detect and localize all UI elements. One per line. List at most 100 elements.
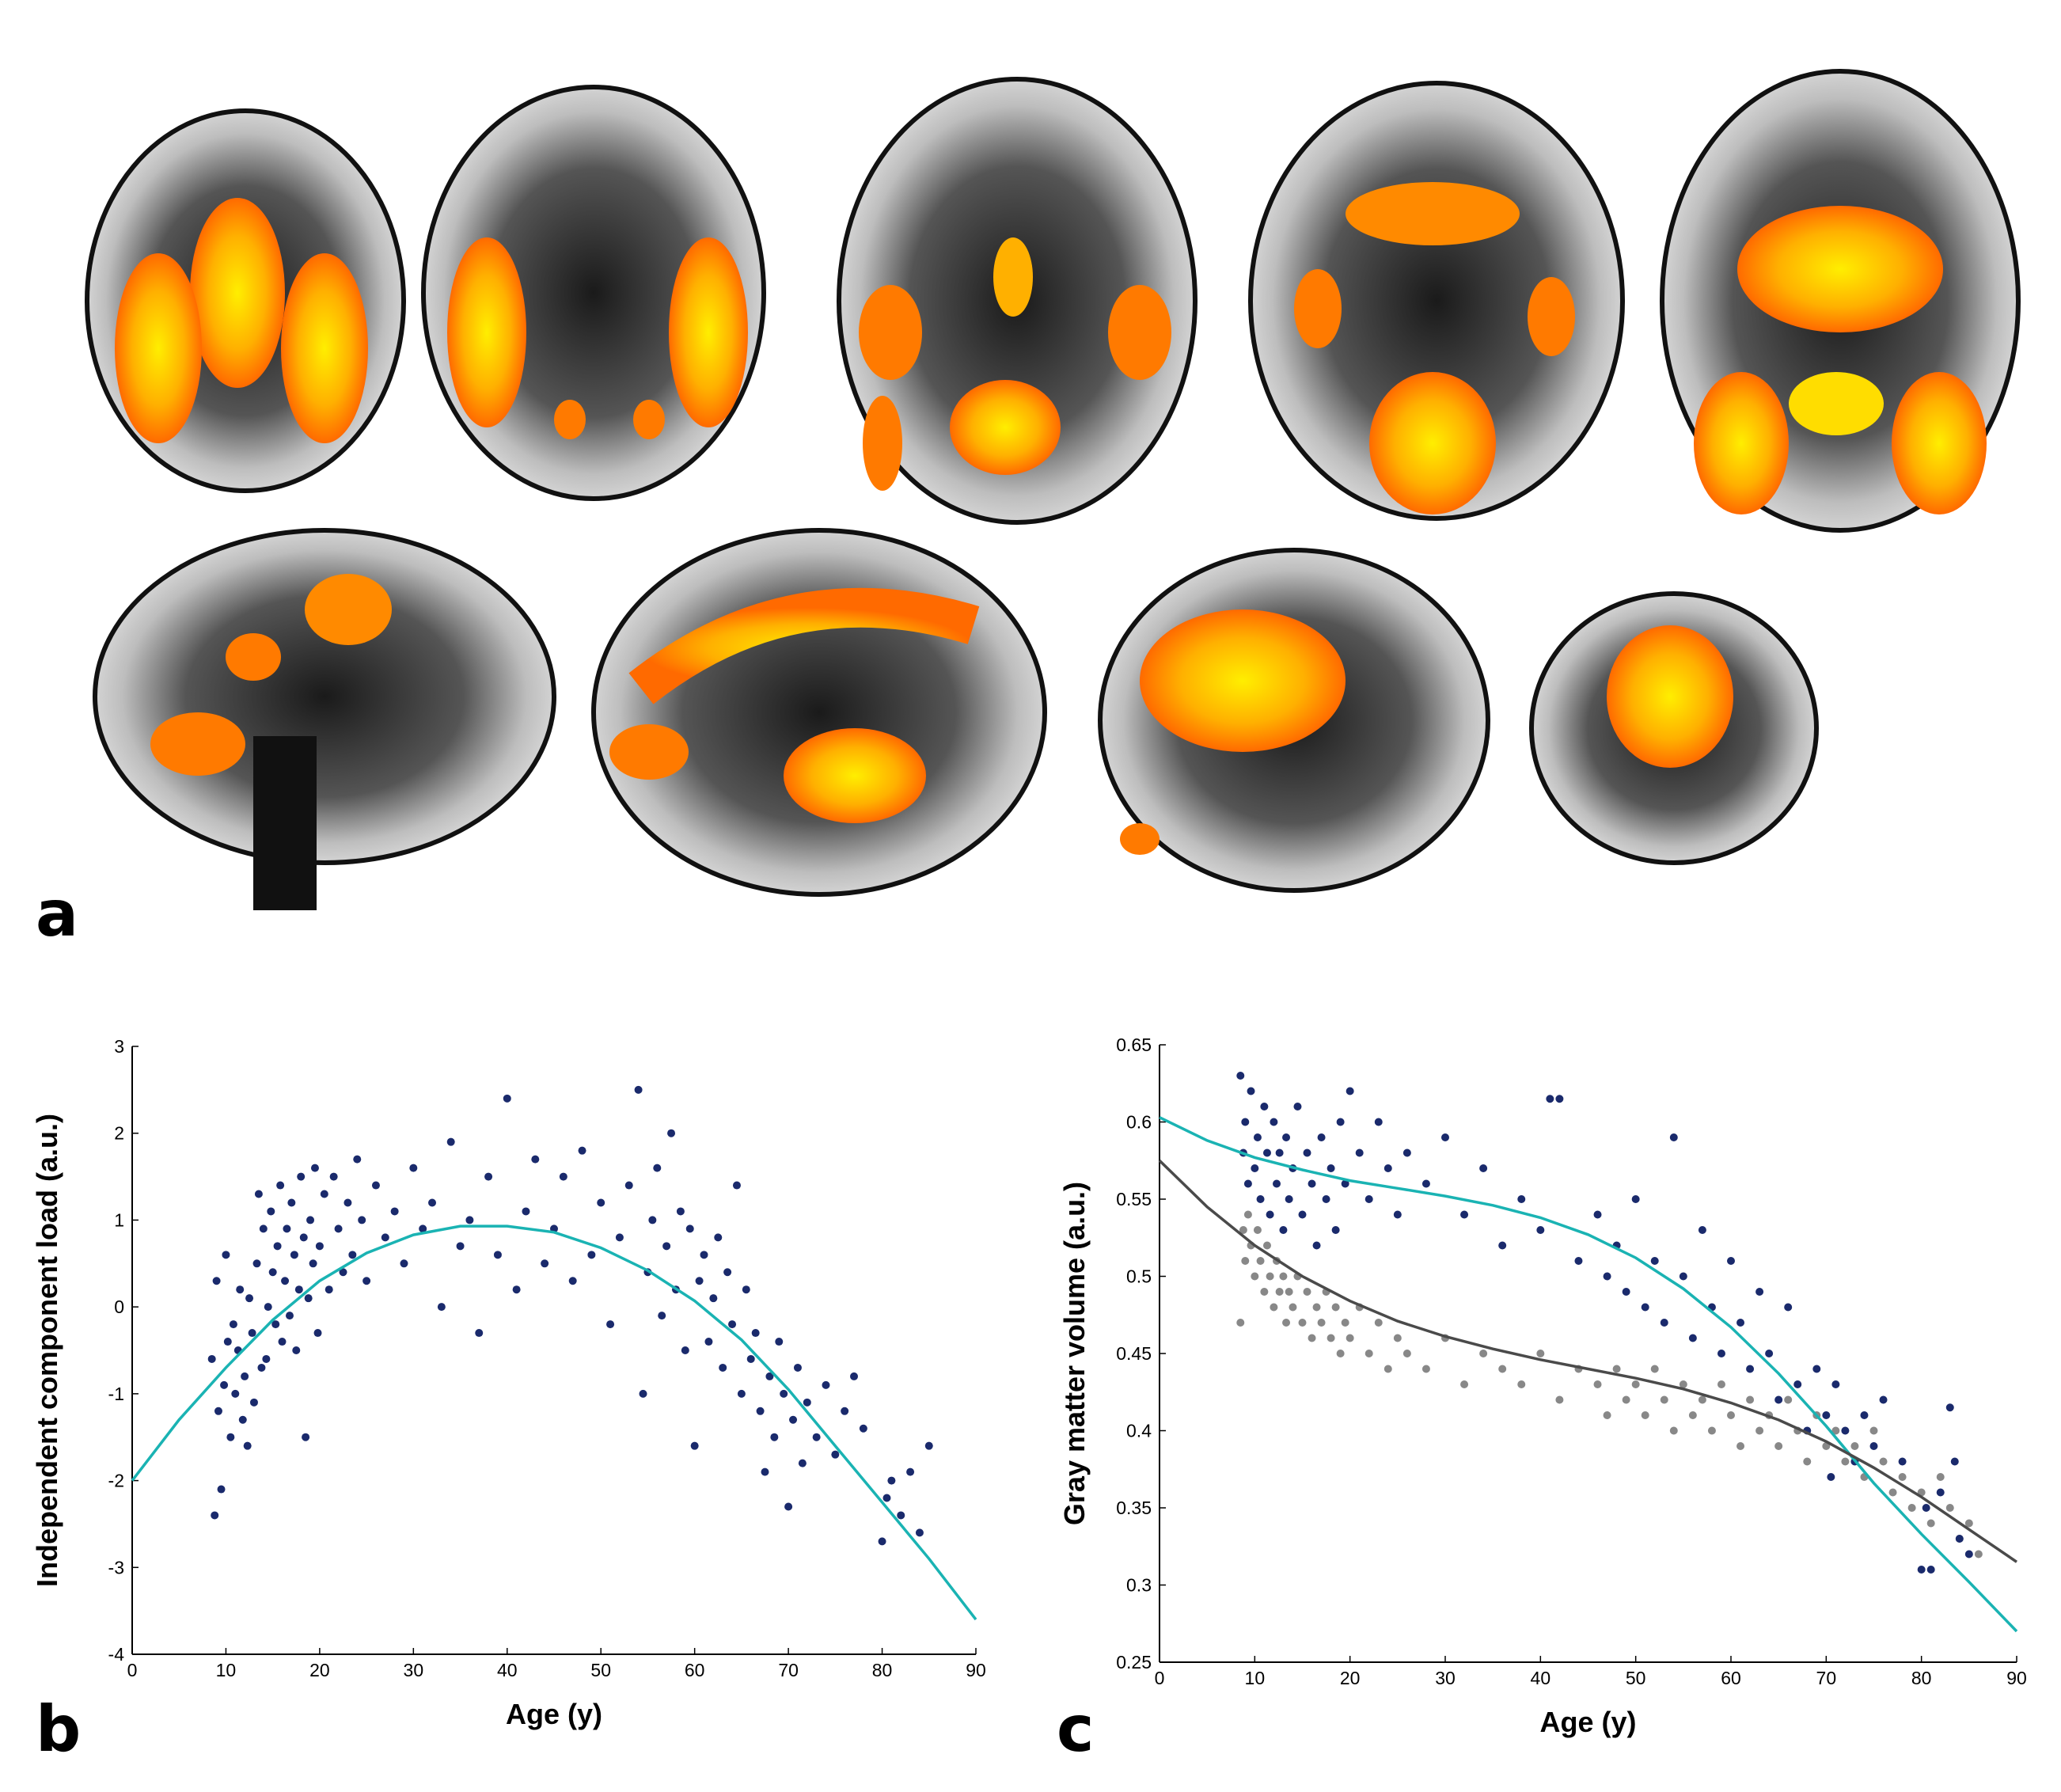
b-ytick-label: -2	[108, 1471, 124, 1491]
c-point-s0	[1260, 1288, 1269, 1296]
c-point-s0	[1622, 1395, 1630, 1404]
b-point-s0	[493, 1251, 502, 1259]
b-point-s0	[428, 1198, 437, 1207]
c-point-s0	[1393, 1334, 1402, 1342]
c-point-s1	[1717, 1350, 1725, 1357]
b-point-s0	[281, 1277, 290, 1285]
b-point-s0	[310, 1164, 319, 1172]
b-point-s0	[362, 1277, 371, 1285]
b-point-s0	[353, 1155, 362, 1164]
c-point-s1	[1260, 1103, 1269, 1111]
c-point-s0	[1341, 1319, 1349, 1327]
b-xtick-label: 80	[872, 1660, 893, 1680]
b-point-s0	[220, 1380, 229, 1389]
c-point-s1	[1755, 1288, 1764, 1296]
c-point-s1	[1346, 1087, 1354, 1095]
b-point-s0	[306, 1216, 315, 1224]
c-point-s1	[1922, 1504, 1930, 1512]
c-point-s1	[1955, 1535, 1964, 1543]
b-point-s0	[648, 1216, 657, 1224]
b-xtick-label: 0	[127, 1660, 138, 1680]
b-point-s0	[358, 1216, 366, 1224]
b-ytick-label: 0	[114, 1297, 124, 1317]
b-fit-line-s1	[131, 1224, 977, 1621]
c-ytick-label: 0.5	[1126, 1266, 1152, 1287]
b-point-s0	[587, 1251, 596, 1259]
c-point-s0	[1327, 1334, 1335, 1342]
b-point-s0	[285, 1312, 294, 1320]
c-point-s0	[1631, 1380, 1640, 1388]
b-point-s0	[503, 1094, 511, 1103]
c-point-s1	[1831, 1380, 1840, 1388]
c-point-s1	[1421, 1179, 1430, 1188]
c-point-s1	[1393, 1210, 1402, 1219]
c-xtick-label: 30	[1435, 1668, 1456, 1688]
b-point-s0	[662, 1242, 671, 1251]
c-point-s0	[1239, 1226, 1247, 1234]
c-point-s0	[1717, 1380, 1725, 1388]
b-point-s0	[897, 1511, 905, 1520]
b-point-s0	[381, 1233, 389, 1242]
b-point-s0	[207, 1354, 216, 1363]
c-point-s0	[1289, 1303, 1297, 1312]
c-point-s0	[1374, 1319, 1383, 1327]
b-point-s0	[309, 1259, 317, 1268]
chart-c: 0 10 20 30 40 50 60 70 80 90 0.25 0.3 0.35 0.4 0.45 0.5…	[1058, 1035, 2027, 1738]
sagittal-slice-1	[93, 528, 556, 910]
c-point-s0	[1850, 1442, 1859, 1450]
c-point-s0	[1660, 1395, 1668, 1404]
b-point-s0	[789, 1415, 798, 1424]
c-point-s0	[1698, 1395, 1706, 1404]
c-point-s1	[1256, 1195, 1265, 1203]
c-point-s0	[1707, 1426, 1716, 1435]
c-point-s1	[1293, 1103, 1302, 1111]
b-point-s0	[271, 1320, 280, 1329]
b-ytick-label: 3	[114, 1036, 124, 1057]
c-point-s0	[1926, 1519, 1935, 1528]
b-point-s0	[339, 1268, 347, 1277]
b-point-s0	[522, 1207, 530, 1216]
c-point-s1	[1698, 1226, 1706, 1234]
b-point-s0	[770, 1433, 779, 1441]
c-ytick-label: 0.4	[1126, 1421, 1152, 1441]
b-point-s0	[882, 1494, 891, 1502]
b-point-s0	[264, 1303, 272, 1312]
c-point-s1	[1279, 1226, 1288, 1234]
c-point-s1	[1383, 1164, 1392, 1172]
c-xtick-label: 0	[1155, 1668, 1165, 1688]
b-point-s0	[294, 1285, 303, 1294]
c-xtick-label: 80	[1911, 1668, 1932, 1688]
b-point-s0	[578, 1146, 586, 1155]
c-point-s1	[1298, 1210, 1307, 1219]
c-point-s1	[1679, 1272, 1687, 1281]
c-point-s1	[1251, 1164, 1259, 1172]
b-point-s0	[283, 1224, 291, 1233]
c-point-s1	[1253, 1133, 1262, 1141]
b-point-s0	[924, 1441, 933, 1450]
b-point-s0	[257, 1363, 266, 1372]
b-point-s0	[606, 1320, 615, 1329]
b-point-s0	[302, 1433, 310, 1441]
b-point-s0	[299, 1233, 308, 1242]
c-point-s0	[1308, 1334, 1316, 1342]
c-point-s0	[1755, 1426, 1764, 1435]
b-point-s0	[315, 1242, 324, 1251]
c-point-s0	[1803, 1457, 1812, 1466]
b-point-s0	[695, 1277, 704, 1285]
c-point-s1	[1555, 1095, 1564, 1103]
c-point-s1	[1869, 1442, 1878, 1450]
b-point-s0	[249, 1398, 258, 1407]
b-point-s0	[267, 1207, 275, 1216]
c-point-s1	[1650, 1257, 1659, 1265]
c-point-s0	[1336, 1350, 1345, 1357]
b-point-s0	[615, 1233, 624, 1242]
c-point-s1	[1441, 1133, 1449, 1141]
b-point-s0	[223, 1338, 232, 1346]
c-point-s1	[1964, 1550, 1973, 1559]
axial-slice-3	[837, 77, 1198, 525]
c-point-s0	[1888, 1488, 1897, 1497]
c-point-s1	[1402, 1148, 1411, 1157]
b-point-s0	[822, 1380, 830, 1389]
b-xtick-label: 50	[590, 1660, 611, 1680]
